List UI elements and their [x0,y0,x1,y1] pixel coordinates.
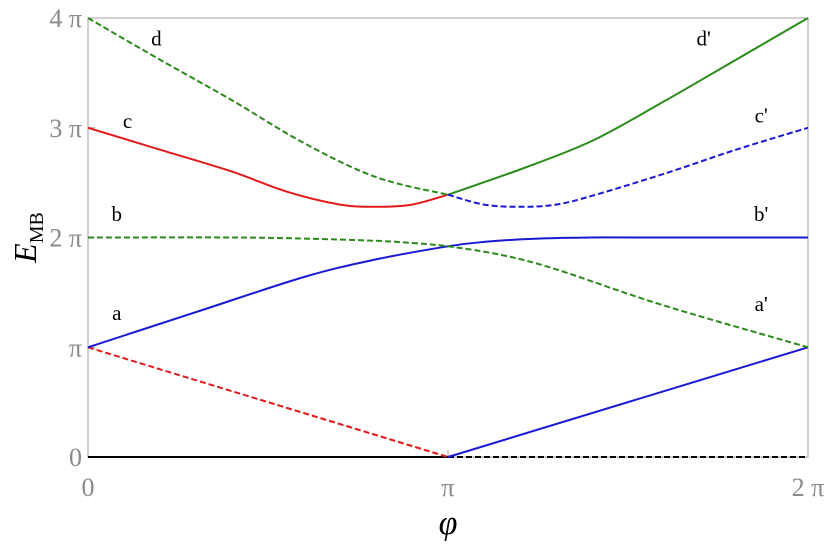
series-line-9 [447,126,809,208]
y-axis-label-sub: MB [26,212,48,243]
curve-labels: a b c d a' b' c' d' [112,26,769,324]
x-tick-label-1: π [441,473,454,502]
series-group [87,17,809,458]
curve-label-1: b [112,202,123,226]
y-axis-label: EMB [7,212,48,264]
x-tick-label-0: 0 [82,473,95,502]
series-line-3 [447,346,809,458]
tick-labels: 0 π 2 π 0 π 2 π 3 π 4 π [49,4,824,502]
series-line-8 [87,17,449,196]
series-line-7 [447,17,809,196]
y-tick-label-3: 3 π [49,114,82,143]
curve-label-2: c [123,109,132,133]
series-line-2 [87,346,449,458]
series-line-4 [87,236,808,349]
curve-label-6: c' [755,103,768,127]
curve-label-7: d' [696,26,710,50]
curve-label-5: b' [754,202,768,226]
y-tick-label-2: 2 π [49,224,82,253]
y-tick-label-1: π [69,333,82,362]
series-line-5 [87,236,809,349]
y-axis-label-main: E [7,243,43,264]
y-tick-label-4: 4 π [49,4,82,33]
curve-label-4: a' [755,292,768,316]
series-line-6 [87,126,449,208]
x-axis-label: φ [439,505,458,542]
y-tick-label-0: 0 [69,443,82,472]
curve-label-0: a [112,301,122,325]
x-tick-label-2: 2 π [792,473,825,502]
curve-label-3: d [151,26,162,50]
